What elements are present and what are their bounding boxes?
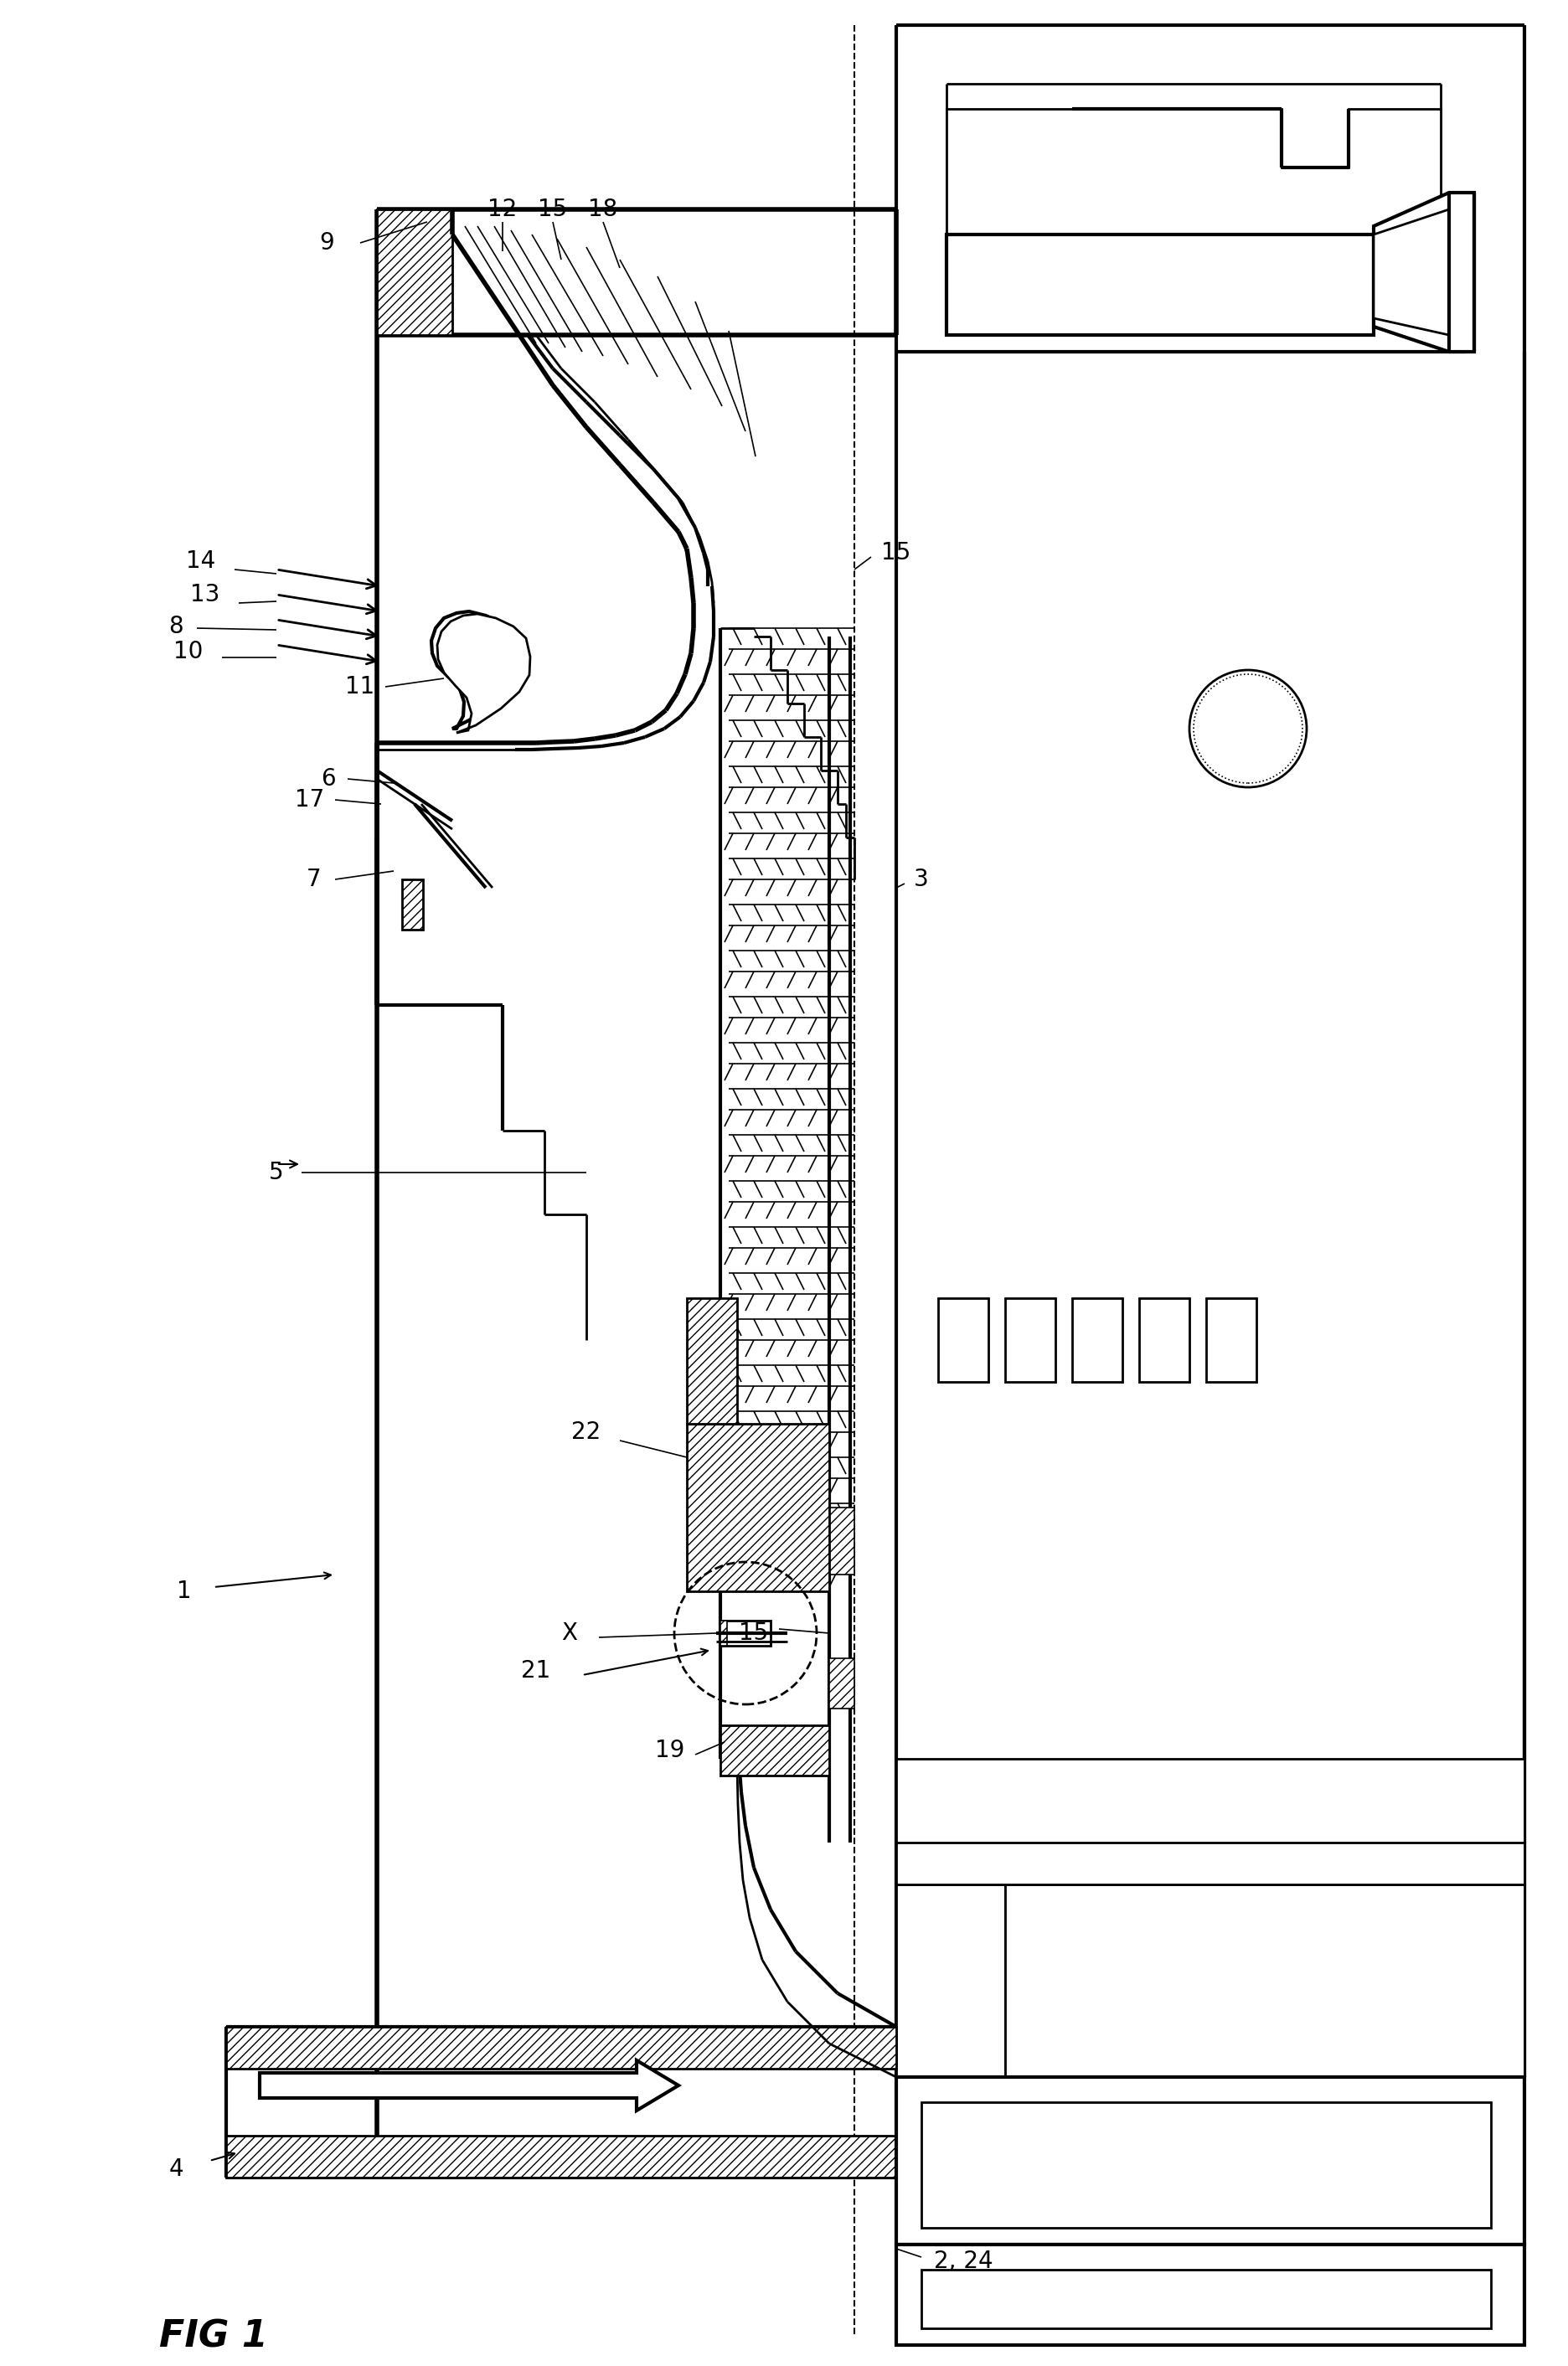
Bar xyxy=(720,1621,770,1647)
Polygon shape xyxy=(437,613,530,733)
Polygon shape xyxy=(1374,192,1474,353)
Polygon shape xyxy=(947,109,1441,319)
Text: 5: 5 xyxy=(270,1162,284,1185)
Text: 22: 22 xyxy=(572,1420,601,1443)
Bar xyxy=(1005,1299,1055,1382)
Bar xyxy=(1073,1299,1123,1382)
Bar xyxy=(897,1758,1524,1883)
Text: 15: 15 xyxy=(881,542,911,565)
Bar xyxy=(401,880,423,930)
Text: FIG 1: FIG 1 xyxy=(158,2319,268,2354)
Text: 3: 3 xyxy=(914,868,928,892)
Bar xyxy=(922,2269,1491,2328)
Bar xyxy=(829,1507,855,1573)
Bar xyxy=(829,1659,855,1708)
Bar xyxy=(897,1843,1524,1883)
Text: 18: 18 xyxy=(588,199,618,220)
Bar xyxy=(947,234,1374,336)
Bar xyxy=(1138,1299,1190,1382)
Bar xyxy=(1206,1299,1256,1382)
Text: 13: 13 xyxy=(190,582,220,606)
Text: 4: 4 xyxy=(168,2158,183,2181)
Bar xyxy=(1005,1883,1524,2077)
Text: 9: 9 xyxy=(320,232,334,256)
Bar xyxy=(922,2101,1491,2229)
Polygon shape xyxy=(431,610,519,729)
Text: 8: 8 xyxy=(168,615,183,639)
Bar xyxy=(376,208,452,336)
Bar xyxy=(897,1883,1005,2077)
Text: 21: 21 xyxy=(521,1659,550,1682)
Bar xyxy=(687,1424,829,1592)
Text: 15: 15 xyxy=(538,199,568,220)
Text: 17: 17 xyxy=(295,788,325,812)
Text: 6: 6 xyxy=(321,767,336,790)
Bar xyxy=(226,2136,897,2177)
Bar xyxy=(226,2028,897,2068)
Polygon shape xyxy=(260,2061,679,2110)
Text: 12: 12 xyxy=(488,199,517,220)
Bar xyxy=(687,1299,737,1424)
Polygon shape xyxy=(1374,208,1449,336)
Bar xyxy=(897,2245,1524,2345)
Text: 11: 11 xyxy=(345,674,375,698)
Text: 15: 15 xyxy=(739,1621,768,1644)
Bar xyxy=(897,2077,1524,2245)
Text: 19: 19 xyxy=(655,1739,685,1763)
Text: 7: 7 xyxy=(307,868,321,892)
Text: 2, 24: 2, 24 xyxy=(933,2250,993,2274)
Bar xyxy=(720,1725,829,1774)
Text: 1: 1 xyxy=(177,1580,191,1604)
Bar xyxy=(938,1299,988,1382)
Text: 10: 10 xyxy=(174,639,204,662)
Text: X: X xyxy=(561,1621,577,1644)
Bar xyxy=(720,1621,728,1647)
Text: 14: 14 xyxy=(187,549,216,573)
